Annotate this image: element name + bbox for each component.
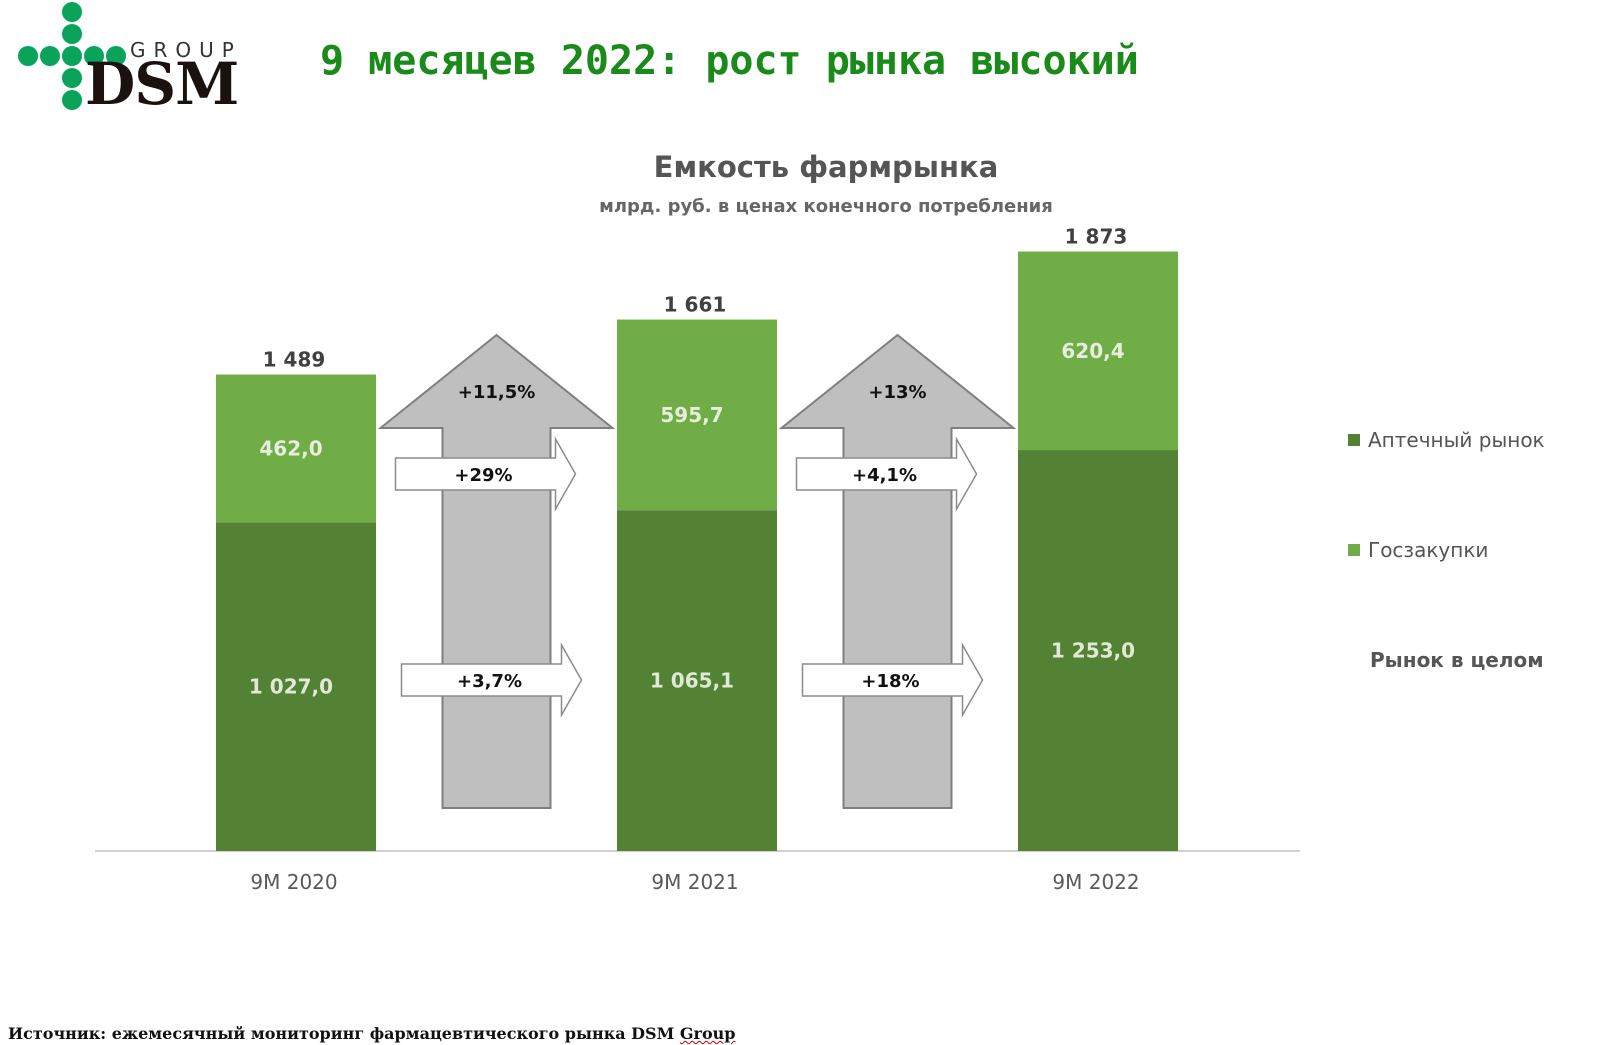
legend-item-gos: Госзакупки <box>1348 538 1488 562</box>
data-label-pharmacy-2022: 1 253,0 <box>1051 639 1135 663</box>
growth-label-pharmacy-1: +3,7% <box>457 671 522 692</box>
legend-item-pharmacy: Аптечный рынок <box>1348 428 1545 452</box>
growth-label-total-1: +11,5% <box>458 382 536 403</box>
growth-arrow-gos-2 <box>795 436 978 512</box>
source-note: Источник: ежемесячный мониторинг фармаце… <box>8 1024 735 1043</box>
growth-arrow-pharmacy-2 <box>801 642 984 718</box>
source-brand: Group <box>679 1024 736 1043</box>
legend-label-pharmacy: Аптечный рынок <box>1368 428 1545 452</box>
growth-label-pharmacy-2: +18% <box>861 671 919 692</box>
growth-arrow-pharmacy-1 <box>400 642 583 718</box>
data-label-pharmacy-2020: 1 027,0 <box>249 675 333 699</box>
total-label-2020: 1 489 <box>263 348 326 372</box>
growth-arrow-gos-1 <box>394 436 577 512</box>
bar-pharmacy-2021 <box>617 510 777 851</box>
total-label-2021: 1 661 <box>664 293 727 317</box>
x-tick-label-2021: 9M 2021 <box>651 870 738 894</box>
data-label-gos-2022: 620,4 <box>1061 339 1124 363</box>
bar-gos-2020 <box>216 374 376 523</box>
data-label-gos-2021: 595,7 <box>660 403 723 427</box>
legend-swatch-pharmacy <box>1348 434 1360 446</box>
legend-item-total: Рынок в целом <box>1370 648 1544 672</box>
dsm-logo: GROUP DSM <box>10 0 250 120</box>
logo-dots-icon <box>18 2 126 110</box>
data-label-gos-2020: 462,0 <box>259 436 322 460</box>
page-title: 9 месяцев 2022: рост рынка высокий <box>320 38 1139 84</box>
total-label-2022: 1 873 <box>1065 225 1128 249</box>
growth-label-gos-1: +29% <box>454 465 512 486</box>
x-tick-label-2020: 9M 2020 <box>250 870 337 894</box>
chart-title: Емкость фармрынка <box>653 150 999 184</box>
logo-dsm-text: DSM <box>85 50 239 118</box>
growth-arrow-total-1 <box>377 333 616 809</box>
chart-subtitle: млрд. руб. в ценах конечного потребления <box>599 196 1053 217</box>
source-prefix: Источник: ежемесячный мониторинг фармаце… <box>8 1024 680 1043</box>
growth-arrow-total-2 <box>778 333 1017 809</box>
logo-group-text: GROUP <box>130 38 242 62</box>
growth-label-total-2: +13% <box>868 382 926 403</box>
growth-label-gos-2: +4,1% <box>852 465 917 486</box>
bar-pharmacy-2020 <box>216 522 376 851</box>
legend-label-gos: Госзакупки <box>1368 538 1489 562</box>
data-label-pharmacy-2021: 1 065,1 <box>650 669 734 693</box>
bar-gos-2021 <box>617 319 777 511</box>
bar-gos-2022 <box>1018 251 1178 451</box>
x-tick-label-2022: 9M 2022 <box>1052 870 1139 894</box>
legend-swatch-gos <box>1348 544 1360 556</box>
bar-pharmacy-2022 <box>1018 450 1178 851</box>
